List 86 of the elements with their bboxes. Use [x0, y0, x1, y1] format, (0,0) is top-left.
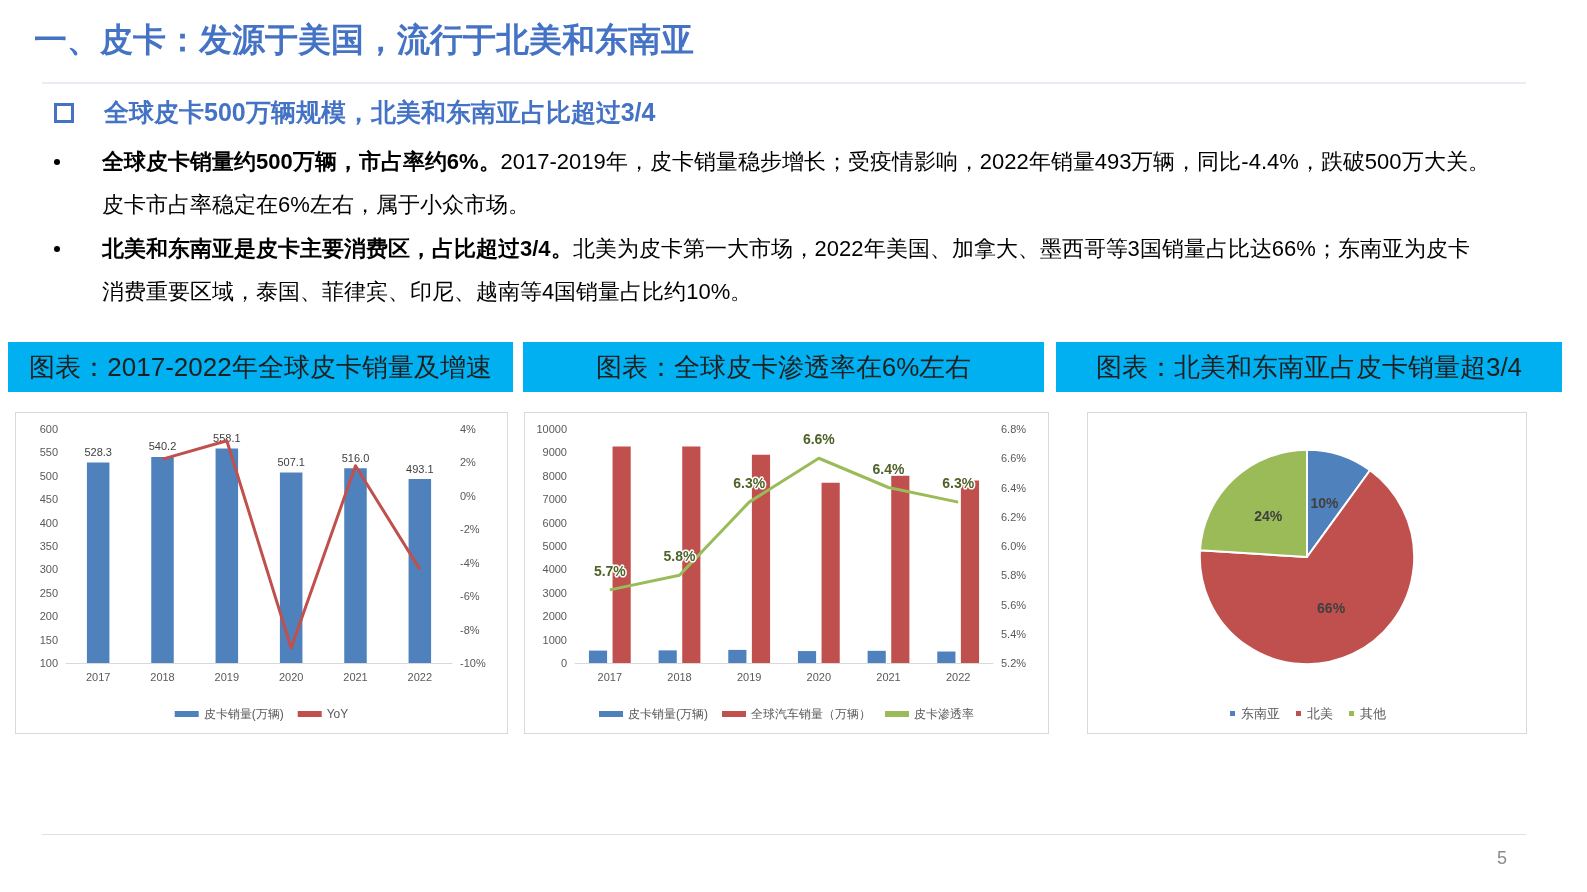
y-tick-label: 9000 [542, 446, 567, 459]
y2-tick-label: -8% [460, 623, 480, 636]
x-tick-label: 2018 [150, 670, 175, 683]
data-label: 6.4% [872, 460, 905, 477]
y2-tick-label: -6% [460, 590, 480, 603]
legend-label: 东南亚 [1241, 706, 1280, 721]
y-tick-label: 150 [39, 633, 58, 646]
text: 一、皮卡：发源于美国，流行于北美和东南亚 [34, 20, 694, 60]
y-tick-label: 5000 [542, 540, 567, 552]
legend-label: 其他 [1360, 706, 1386, 721]
bar [658, 650, 677, 663]
bar [821, 482, 840, 663]
y-tick-label: 350 [39, 540, 58, 552]
data-label: 507.1 [277, 455, 305, 468]
bar [891, 475, 910, 663]
y-tick-label: 450 [39, 493, 58, 506]
chart-title: 图表：全球皮卡渗透率在6%左右 [523, 342, 1044, 392]
y2-tick-label: 6.8% [1001, 423, 1027, 435]
data-label: 540.2 [148, 440, 177, 453]
data-label: 528.3 [84, 446, 112, 459]
y2-tick-label: -2% [460, 523, 480, 536]
y-tick-label: 4000 [542, 563, 567, 576]
bar [588, 650, 608, 663]
legend-label: 北美 [1307, 706, 1333, 721]
y2-tick-label: 0% [460, 489, 477, 502]
y-tick-label: 6000 [542, 516, 567, 529]
y-tick-label: 2000 [542, 610, 567, 623]
y-tick-label: 500 [39, 469, 58, 482]
chart-title: 图表：2017-2022年全球皮卡销量及增速 [8, 342, 513, 392]
y-tick-label: 3000 [542, 586, 567, 599]
bar [867, 650, 886, 663]
text: 全球皮卡销量约500万辆，市占率约6%。 [102, 149, 501, 174]
legend-label: 皮卡销量(万辆) [203, 707, 284, 721]
chart-title: 图表：北美和东南亚占皮卡销量超3/4 [1056, 342, 1562, 392]
data-label: 10% [1310, 495, 1340, 512]
y2-tick-label: 5.2% [1001, 657, 1027, 669]
y-tick-label: 300 [39, 563, 58, 576]
x-tick-label: 2019 [214, 670, 240, 683]
x-tick-label: 2022 [407, 670, 433, 683]
data-label: 493.1 [406, 462, 434, 475]
y2-tick-label: -4% [460, 556, 480, 569]
y-tick-label: 200 [39, 610, 58, 623]
x-tick-label: 2020 [278, 670, 304, 683]
y-tick-label: 8000 [542, 469, 567, 482]
legend-label: 皮卡销量(万辆) [628, 707, 708, 721]
x-tick-label: 2017 [85, 670, 111, 683]
legend-label: 皮卡渗透率 [914, 707, 974, 721]
x-tick-label: 2017 [597, 670, 623, 683]
text: 全球皮卡500万辆规模，北美和东南亚占比超过3/4 [103, 97, 656, 128]
text: 5 [1496, 848, 1507, 869]
bar [797, 651, 817, 663]
y-tick-label: 1000 [542, 633, 567, 646]
y-tick-label: 400 [39, 516, 58, 529]
y-tick-label: 7000 [542, 493, 567, 506]
y-tick-label: 550 [39, 446, 58, 459]
y-tick-label: 0 [560, 657, 567, 669]
data-label: 6.3% [942, 475, 975, 492]
y-tick-label: 100 [39, 657, 58, 669]
y2-tick-label: 4% [460, 423, 477, 435]
y2-tick-label: 6.2% [1001, 510, 1027, 523]
x-tick-label: 2022 [945, 670, 971, 683]
y-tick-label: 10000 [536, 423, 567, 435]
y2-tick-label: 5.4% [1001, 627, 1027, 640]
bar [728, 649, 747, 663]
data-label: 516.0 [341, 451, 370, 464]
y2-tick-label: 2% [460, 456, 477, 469]
legend-label: 全球汽车销量（万辆） [751, 707, 871, 721]
y-tick-label: 600 [39, 423, 58, 435]
y2-tick-label: 5.8% [1001, 569, 1027, 582]
y2-tick-label: 6.6% [1001, 452, 1027, 465]
legend-label: YoY [326, 707, 349, 721]
x-tick-label: 2021 [343, 670, 368, 683]
data-label: 24% [1254, 507, 1283, 524]
y2-tick-label: 5.6% [1001, 598, 1027, 611]
y2-tick-label: -10% [460, 657, 486, 669]
bar [937, 651, 956, 663]
y2-tick-label: 6.4% [1001, 481, 1027, 494]
x-tick-label: 2018 [667, 670, 692, 683]
x-tick-label: 2020 [806, 670, 832, 683]
text: 北美和东南亚是皮卡主要消费区，占比超过3/4。 [102, 236, 573, 261]
data-label: 66% [1317, 600, 1346, 617]
y2-tick-label: 6.0% [1001, 540, 1027, 552]
x-tick-label: 2019 [736, 670, 762, 683]
data-label: 6.6% [802, 431, 836, 448]
x-tick-label: 2021 [876, 670, 901, 683]
y-tick-label: 250 [39, 586, 58, 599]
